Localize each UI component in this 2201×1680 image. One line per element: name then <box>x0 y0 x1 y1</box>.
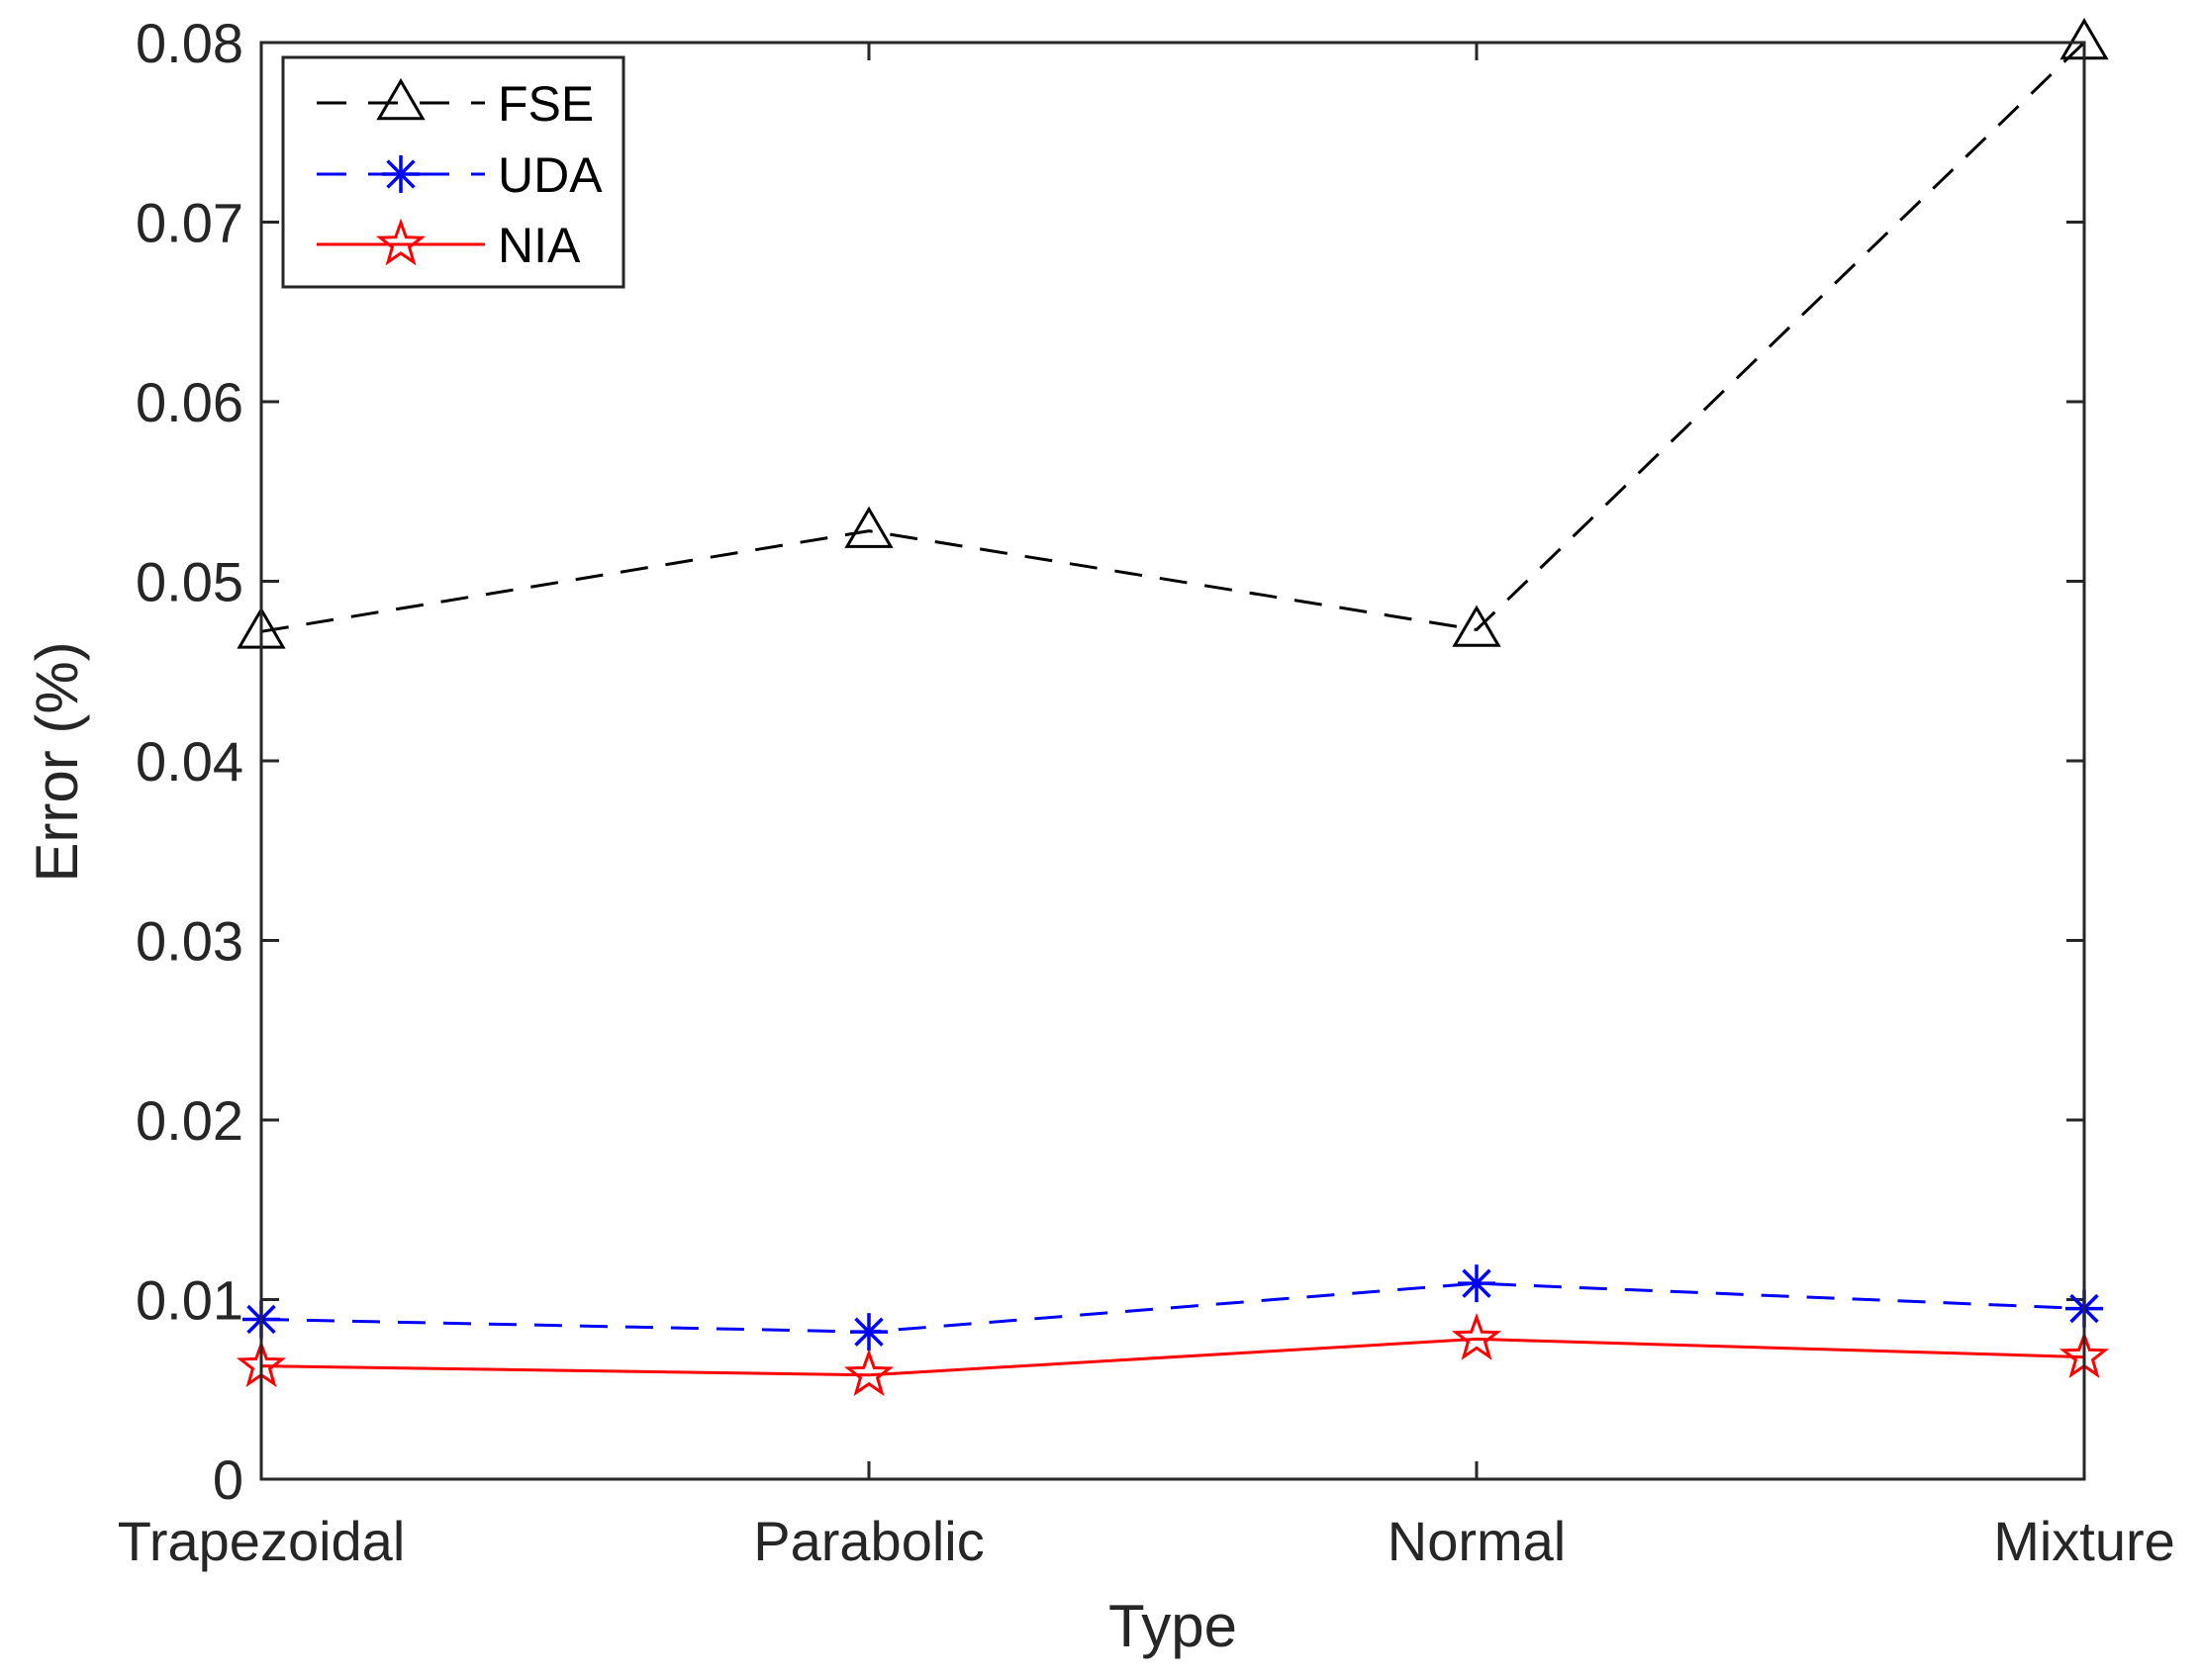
y-tick-label: 0.02 <box>136 1089 243 1152</box>
asterisk-stroke <box>1462 1268 1491 1298</box>
legend: FSE UDA NIA <box>281 55 625 289</box>
legend-label-fse: FSE <box>498 76 594 132</box>
y-tick-label: 0.07 <box>136 192 243 254</box>
legend-marker-uda <box>382 155 420 193</box>
x-tick-label: Mixture <box>1993 1510 2175 1572</box>
y-tick-label: 0.05 <box>136 551 243 613</box>
data-point-fse <box>844 506 894 548</box>
y-axis-title: Error (%) <box>24 641 90 882</box>
x-tick-label: Parabolic <box>753 1510 984 1572</box>
data-point-fse <box>1452 605 1501 647</box>
legend-label-uda: UDA <box>498 147 603 203</box>
legend-entry-uda: UDA <box>317 147 603 203</box>
legend-label-nia: NIA <box>498 218 581 273</box>
data-point-uda <box>1458 1264 1495 1303</box>
x-axis-title: Type <box>1108 1593 1237 1659</box>
data-point-nia <box>843 1349 895 1397</box>
x-tick-label: Normal <box>1388 1510 1566 1572</box>
series-layer <box>236 17 2110 1397</box>
legend-entry-fse: FSE <box>317 76 594 132</box>
y-tick-label: 0.04 <box>136 730 243 793</box>
series-line-uda <box>260 1281 2085 1334</box>
axes: 0 0.01 0.02 0.03 0.04 0.05 0.06 0.07 0.08 Trapezo… <box>118 12 2175 1572</box>
x-tick-label: Trapezoidal <box>118 1510 406 1572</box>
series-line-fse <box>260 41 2086 633</box>
y-tick-label: 0.01 <box>136 1269 243 1332</box>
series-line-nia <box>260 1337 2085 1377</box>
y-tick-label: 0 <box>213 1448 243 1511</box>
asterisk-stroke <box>854 1317 884 1347</box>
asterisk-stroke <box>386 159 416 189</box>
legend-entry-nia: NIA <box>317 218 581 273</box>
y-tick-label: 0.03 <box>136 910 243 973</box>
legend-marker-nia <box>375 218 427 266</box>
data-point-uda <box>850 1313 888 1352</box>
data-point-nia <box>1451 1312 1502 1360</box>
y-tick-label: 0.06 <box>136 371 243 433</box>
y-tick-label: 0.08 <box>136 12 243 74</box>
legend-marker-fse <box>376 77 426 121</box>
plot-frame <box>259 41 2086 1481</box>
legend-box <box>281 55 625 289</box>
